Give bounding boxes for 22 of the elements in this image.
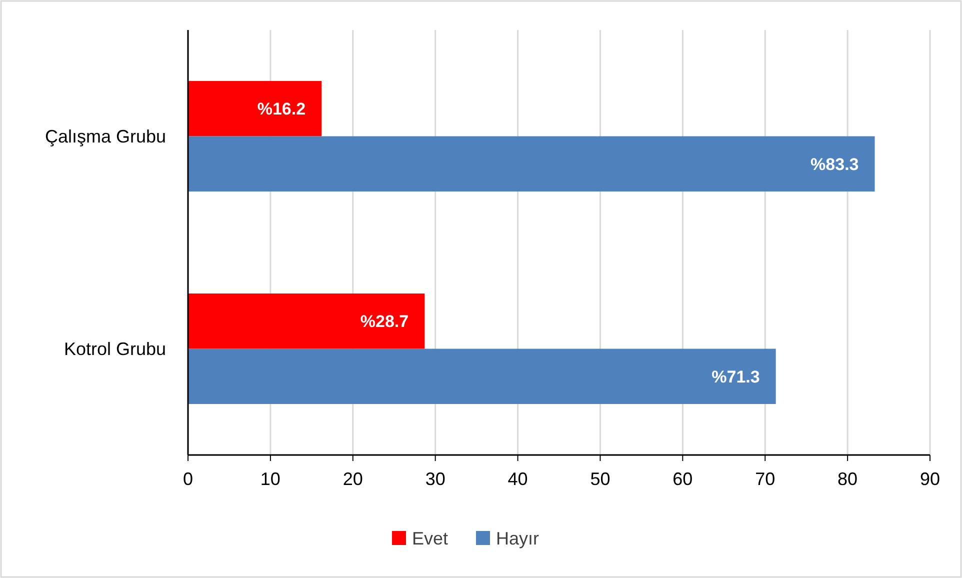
y-tick-label: Kotrol Grubu bbox=[64, 339, 166, 360]
y-tick-label: Çalışma Grubu bbox=[44, 126, 166, 147]
x-tick-label: 90 bbox=[920, 469, 940, 489]
data-label: %28.7 bbox=[360, 312, 409, 332]
x-tick-label: 60 bbox=[672, 469, 693, 489]
data-label: %16.2 bbox=[257, 100, 306, 119]
x-tick-label: 80 bbox=[838, 469, 858, 489]
data-label: %71.3 bbox=[712, 367, 760, 386]
bar bbox=[188, 348, 776, 404]
x-tick-label: 40 bbox=[508, 469, 528, 489]
x-tick-label: 70 bbox=[755, 469, 776, 489]
legend-label: Evet bbox=[412, 528, 448, 548]
x-tick-label: 30 bbox=[425, 469, 446, 489]
data-label: %83.3 bbox=[810, 154, 859, 174]
x-tick-label: 20 bbox=[342, 469, 363, 489]
x-tick-label: 50 bbox=[590, 469, 610, 489]
bar bbox=[188, 294, 425, 349]
bar bbox=[188, 81, 322, 136]
legend-label: Hayır bbox=[496, 528, 540, 548]
x-tick-label: 0 bbox=[182, 469, 194, 489]
bar bbox=[188, 136, 875, 192]
x-tick-label: 10 bbox=[260, 469, 280, 489]
